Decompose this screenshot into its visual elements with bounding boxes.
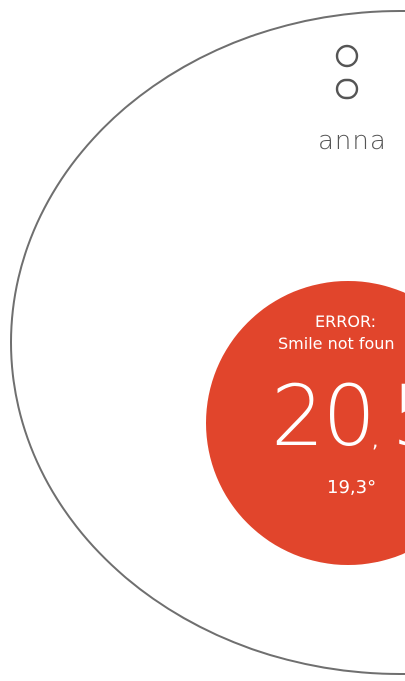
current-temperature-separator: , bbox=[372, 428, 379, 452]
current-temperature-decimal: 5 bbox=[391, 374, 405, 458]
current-temperature-integer: 20 bbox=[271, 367, 376, 465]
anna-logo-icon bbox=[333, 44, 361, 102]
error-message: Smile not foun bbox=[278, 334, 395, 353]
setpoint-temperature: 19,3° bbox=[327, 477, 377, 498]
error-title: ERROR: bbox=[315, 312, 376, 331]
brand-name: anna bbox=[318, 126, 387, 156]
